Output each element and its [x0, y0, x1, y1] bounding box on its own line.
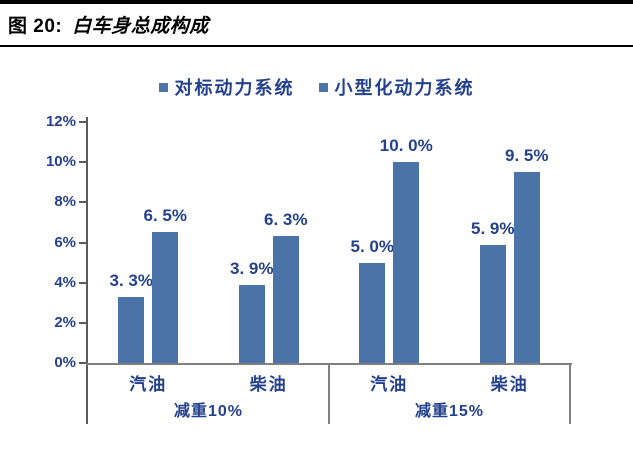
figure-number: 图 20:: [8, 16, 63, 37]
x-axis-category-label: 汽油: [370, 375, 409, 394]
bar-小型化动力系统-柴油: [513, 172, 540, 363]
x-axis-category-label: 柴油: [249, 375, 288, 394]
bar-value-label: 10. 0%: [379, 136, 433, 156]
bar-小型化动力系统-汽油: [152, 232, 179, 363]
legend-swatch-icon: [318, 82, 328, 92]
y-axis-tick-label: 0%: [54, 354, 76, 371]
legend-label: 小型化动力系统: [334, 78, 475, 98]
bar-对标动力系统-柴油: [479, 244, 506, 363]
x-axis-category-label: 汽油: [129, 375, 168, 394]
legend-swatch-icon: [158, 82, 168, 92]
y-axis-tick-label: 6%: [54, 233, 76, 251]
bar-对标动力系统-汽油: [118, 296, 145, 363]
bar-对标动力系统-柴油: [238, 284, 265, 363]
y-axis-tick: [79, 321, 86, 324]
y-axis-tick-label: 12%: [45, 113, 76, 130]
y-axis-tick: [79, 362, 86, 364]
y-axis-tick: [79, 121, 86, 123]
category-divider-middle: [328, 363, 330, 424]
bar-value-label: 6. 5%: [143, 206, 187, 226]
y-axis-tick-label: 10%: [45, 153, 76, 171]
bar-value-label: 6. 3%: [264, 210, 308, 230]
y-axis-tick: [79, 281, 86, 284]
y-axis-tick: [79, 201, 86, 204]
category-divider-right: [569, 363, 571, 424]
y-axis-tick: [79, 241, 86, 244]
bar-小型化动力系统-汽油: [393, 162, 420, 363]
legend-item-benchmark-powertrain: 对标动力系统: [158, 74, 295, 100]
bar-value-label: 3. 3%: [109, 270, 153, 290]
legend-item-downsized-powertrain: 小型化动力系统: [318, 74, 475, 100]
bar-value-label: 9. 5%: [505, 146, 549, 166]
chart-legend: 对标动力系统 小型化动力系统: [0, 74, 633, 100]
y-axis-tick-label: 8%: [54, 193, 76, 211]
bar-对标动力系统-汽油: [359, 262, 386, 363]
y-axis-line: [86, 117, 88, 424]
x-axis-group-label: 减重10%: [173, 403, 244, 420]
bar-value-label: 3. 9%: [230, 258, 274, 278]
x-axis-group-label: 减重15%: [414, 403, 485, 420]
y-axis-tick: [79, 161, 86, 164]
legend-label: 对标动力系统: [174, 78, 295, 98]
x-axis-category-label: 柴油: [490, 375, 529, 394]
y-axis-tick-label: 2%: [54, 313, 76, 331]
figure-title: 白车身总成构成: [72, 16, 209, 37]
bar-value-label: 5. 0%: [350, 236, 394, 256]
bar-value-label: 5. 9%: [471, 218, 515, 238]
bar-小型化动力系统-柴油: [272, 236, 299, 363]
figure-caption: 图 20: 白车身总成构成: [0, 0, 633, 47]
y-axis-tick-label: 4%: [54, 273, 76, 291]
